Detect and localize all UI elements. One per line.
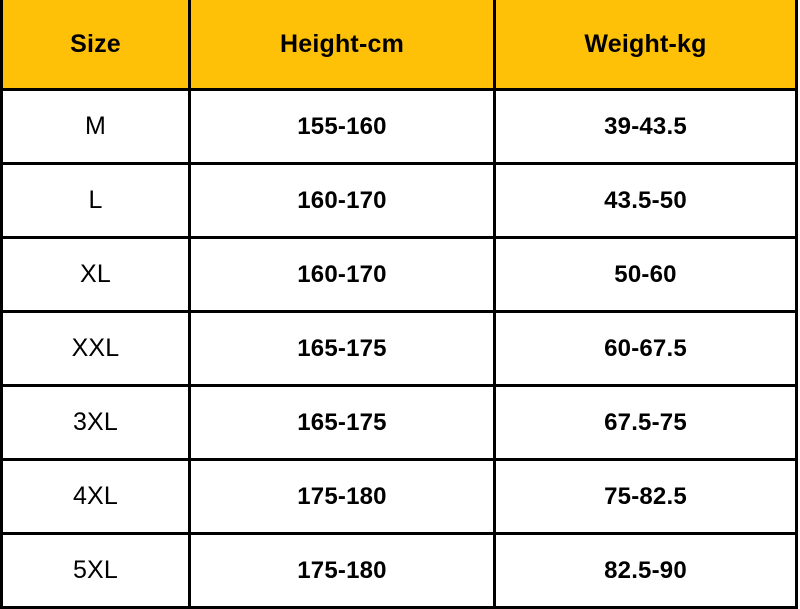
cell-weight: 82.5-90	[493, 532, 798, 609]
table-row: XL 160-170 50-60	[0, 236, 798, 313]
cell-height: 155-160	[188, 88, 496, 165]
cell-weight: 67.5-75	[493, 384, 798, 461]
table-header: Size Height-cm Weight-kg	[0, 0, 798, 91]
cell-weight: 39-43.5	[493, 88, 798, 165]
table-row: L 160-170 43.5-50	[0, 162, 798, 239]
cell-weight: 50-60	[493, 236, 798, 313]
cell-weight: 60-67.5	[493, 310, 798, 387]
column-header-weight: Weight-kg	[493, 0, 798, 91]
table-row: M 155-160 39-43.5	[0, 88, 798, 165]
cell-size: L	[0, 162, 191, 239]
cell-size: 5XL	[0, 532, 191, 609]
cell-size: 4XL	[0, 458, 191, 535]
cell-size: M	[0, 88, 191, 165]
table-row: 4XL 175-180 75-82.5	[0, 458, 798, 535]
cell-size: 3XL	[0, 384, 191, 461]
column-header-height: Height-cm	[188, 0, 496, 91]
cell-height: 175-180	[188, 458, 496, 535]
cell-size: XL	[0, 236, 191, 313]
table-row: XXL 165-175 60-67.5	[0, 310, 798, 387]
cell-height: 175-180	[188, 532, 496, 609]
cell-height: 165-175	[188, 310, 496, 387]
column-header-size: Size	[0, 0, 191, 91]
cell-weight: 43.5-50	[493, 162, 798, 239]
table-row: 5XL 175-180 82.5-90	[0, 532, 798, 609]
table-row: 3XL 165-175 67.5-75	[0, 384, 798, 461]
cell-height: 160-170	[188, 236, 496, 313]
cell-height: 160-170	[188, 162, 496, 239]
table-body: M 155-160 39-43.5 L 160-170 43.5-50 XL 1…	[0, 88, 798, 609]
cell-height: 165-175	[188, 384, 496, 461]
header-row: Size Height-cm Weight-kg	[0, 0, 798, 91]
cell-weight: 75-82.5	[493, 458, 798, 535]
cell-size: XXL	[0, 310, 191, 387]
